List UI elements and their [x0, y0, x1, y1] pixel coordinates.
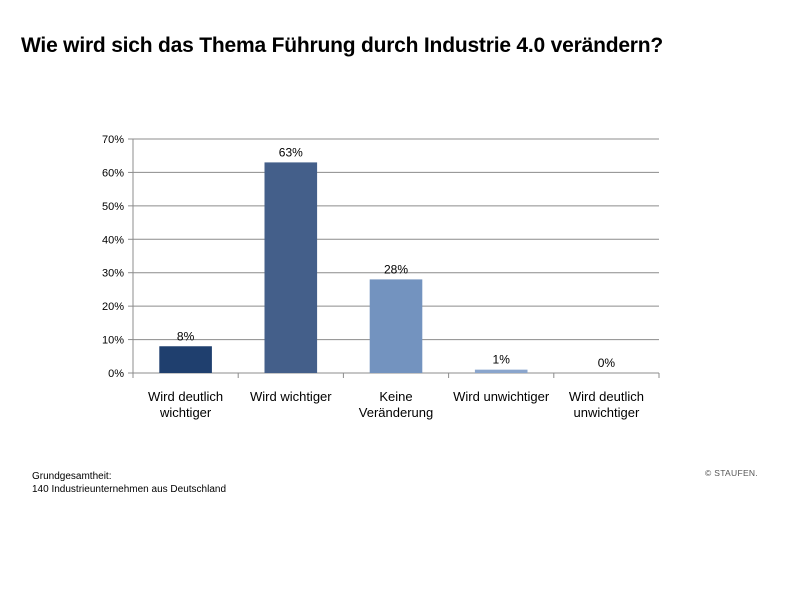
data-label: 28%	[384, 262, 408, 276]
x-tick-label-line: wichtiger	[159, 405, 212, 420]
x-tick-label-line: Wird unwichtiger	[453, 389, 550, 404]
bar	[159, 346, 212, 373]
y-tick-label: 40%	[102, 234, 124, 246]
data-label: 1%	[493, 353, 511, 367]
y-tick-label: 30%	[102, 268, 124, 280]
x-tick-label-line: Keine	[379, 389, 412, 404]
y-tick-label: 70%	[102, 134, 124, 146]
x-tick-label-line: Wird deutlich	[148, 389, 223, 404]
x-tick-label: Wird deutlich unwichtiger	[569, 389, 644, 420]
bar	[369, 279, 423, 373]
x-tick-label-line: unwichtiger	[574, 405, 640, 420]
y-tick-label: 60%	[102, 167, 124, 179]
x-tick-label-line: Wird deutlich	[569, 389, 644, 404]
footnote: Grundgesamtheit: 140 Industrieunternehme…	[32, 470, 226, 496]
footnote-line-2: 140 Industrieunternehmen aus Deutschland	[32, 484, 227, 495]
x-tick-label: Wird deutlich wichtiger	[148, 389, 223, 420]
data-label: 0%	[598, 356, 616, 370]
x-tick-label-line: Veränderung	[359, 405, 433, 420]
y-tick-label: 0%	[108, 368, 124, 380]
copyright-notice: © STAUFEN.	[705, 468, 759, 478]
labels: 0%10%20%30%40%50%60%70%8%Wird deutlich wi…	[102, 134, 644, 420]
bar	[474, 369, 528, 373]
y-tick-label: 10%	[102, 335, 124, 347]
x-tick-label: Wird wichtiger	[250, 389, 332, 404]
x-tick-label: Keine Veränderung	[359, 389, 433, 420]
x-tick-label-line: Wird wichtiger	[250, 389, 332, 404]
data-label: 63%	[279, 145, 303, 159]
chart-title: Wie wird sich das Thema Führung durch In…	[21, 34, 664, 57]
footnote-line-1: Grundgesamtheit:	[32, 471, 112, 482]
y-tick-label: 20%	[102, 301, 124, 313]
bars	[159, 162, 528, 373]
data-label: 8%	[177, 329, 195, 343]
bar	[264, 162, 318, 373]
y-tick-label: 50%	[102, 201, 124, 213]
x-tick-label: Wird unwichtiger	[453, 389, 550, 404]
